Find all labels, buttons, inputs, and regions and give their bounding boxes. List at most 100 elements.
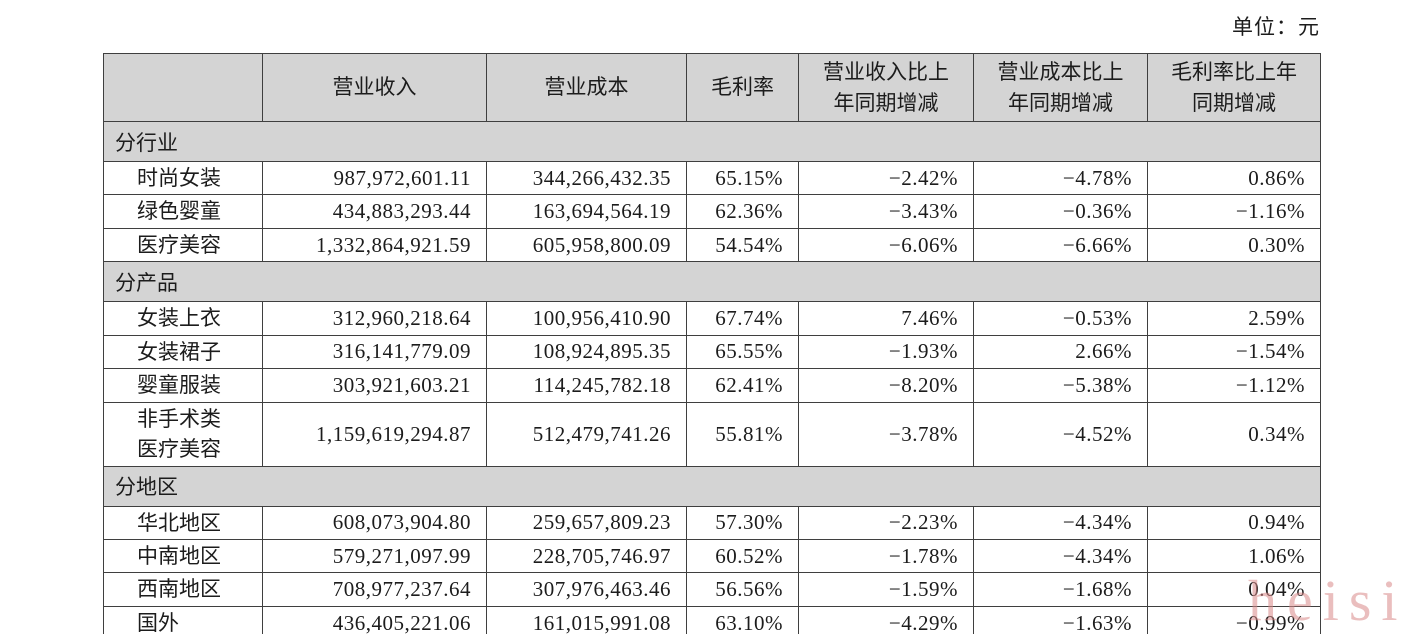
row-label: 西南地区 — [103, 572, 263, 607]
row-label: 医疗美容 — [103, 227, 263, 263]
cell-value: −0.53% — [973, 301, 1148, 336]
financial-segment-table: 营业收入 营业成本 毛利率 营业收入比上 年同期增减 营业成本比上 年同期增减 … — [103, 53, 1321, 634]
section-label: 分行业 — [103, 121, 1321, 162]
table-row: 绿色婴童 434,883,293.44 163,694,564.19 62.36% −3… — [103, 194, 1321, 229]
row-label: 绿色婴童 — [103, 194, 263, 229]
table-row: 中南地区 579,271,097.99 228,705,746.97 60.52% −1… — [103, 538, 1321, 574]
cell-value: 0.04% — [1147, 572, 1321, 607]
cell-value: 1,332,864,921.59 — [262, 227, 487, 263]
section-row: 分地区 — [103, 465, 1321, 507]
cell-value: 608,073,904.80 — [262, 505, 487, 540]
row-label: 中南地区 — [103, 538, 263, 574]
cell-value: −4.52% — [973, 401, 1148, 467]
cell-value: 55.81% — [686, 401, 799, 467]
cell-value: 0.94% — [1147, 505, 1321, 540]
header-gross-margin: 毛利率 — [686, 53, 799, 122]
cell-value: 67.74% — [686, 301, 799, 336]
cell-value: 0.86% — [1147, 160, 1321, 196]
row-label: 女装上衣 — [103, 301, 263, 336]
cell-value: −2.42% — [798, 160, 974, 196]
cell-value: −6.06% — [798, 227, 974, 263]
table-row: 西南地区 708,977,237.64 307,976,463.46 56.56% −1… — [103, 572, 1321, 607]
cell-value: 259,657,809.23 — [486, 505, 687, 540]
cell-value: 163,694,564.19 — [486, 194, 687, 229]
cell-value: 0.30% — [1147, 227, 1321, 263]
cell-value: 312,960,218.64 — [262, 301, 487, 336]
cell-value: 512,479,741.26 — [486, 401, 687, 467]
cell-value: 0.34% — [1147, 401, 1321, 467]
cell-value: 100,956,410.90 — [486, 301, 687, 336]
cell-value: −1.93% — [798, 334, 974, 370]
table-row: 婴童服装 303,921,603.21 114,245,782.18 62.41% −8… — [103, 368, 1321, 403]
cell-value: 60.52% — [686, 538, 799, 574]
cell-value: 65.55% — [686, 334, 799, 370]
unit-label: 单位：元 — [1232, 15, 1320, 39]
row-label: 国外 — [103, 605, 263, 634]
section-label: 分产品 — [103, 261, 1321, 303]
cell-value: 605,958,800.09 — [486, 227, 687, 263]
cell-value: −0.99% — [1147, 605, 1321, 634]
cell-value: 1.06% — [1147, 538, 1321, 574]
cell-value: −3.43% — [798, 194, 974, 229]
cell-value: 344,266,432.35 — [486, 160, 687, 196]
cell-value: −1.68% — [973, 572, 1148, 607]
section-label: 分地区 — [103, 465, 1321, 507]
section-row: 分产品 — [103, 261, 1321, 303]
cell-value: 316,141,779.09 — [262, 334, 487, 370]
row-label: 非手术类 医疗美容 — [103, 401, 263, 467]
cell-value: −4.29% — [798, 605, 974, 634]
table-row: 华北地区 608,073,904.80 259,657,809.23 57.30% −2… — [103, 505, 1321, 540]
table-row: 国外 436,405,221.06 161,015,991.08 63.10% −4.2… — [103, 605, 1321, 634]
cell-value: −1.63% — [973, 605, 1148, 634]
cell-value: −4.34% — [973, 538, 1148, 574]
header-cost-yoy-change: 营业成本比上 年同期增减 — [973, 53, 1148, 122]
cell-value: 436,405,221.06 — [262, 605, 487, 634]
header-revenue-yoy-change: 营业收入比上 年同期增减 — [798, 53, 974, 122]
cell-value: 65.15% — [686, 160, 799, 196]
cell-value: 7.46% — [798, 301, 974, 336]
cell-value: 434,883,293.44 — [262, 194, 487, 229]
cell-value: 114,245,782.18 — [486, 368, 687, 403]
cell-value: 63.10% — [686, 605, 799, 634]
cell-value: −2.23% — [798, 505, 974, 540]
cell-value: 303,921,603.21 — [262, 368, 487, 403]
cell-value: −1.78% — [798, 538, 974, 574]
cell-value: −6.66% — [973, 227, 1148, 263]
row-label: 女装裙子 — [103, 334, 263, 370]
cell-value: 708,977,237.64 — [262, 572, 487, 607]
row-label: 时尚女装 — [103, 160, 263, 196]
section-row: 分行业 — [103, 121, 1321, 162]
table-row: 医疗美容 1,332,864,921.59 605,958,800.09 54.54%… — [103, 227, 1321, 263]
cell-value: 2.59% — [1147, 301, 1321, 336]
cell-value: 62.36% — [686, 194, 799, 229]
row-label: 华北地区 — [103, 505, 263, 540]
header-blank-cell — [103, 53, 263, 122]
table-row: 女装上衣 312,960,218.64 100,956,410.90 67.74% 7.… — [103, 301, 1321, 336]
cell-value: 56.56% — [686, 572, 799, 607]
cell-value: 161,015,991.08 — [486, 605, 687, 634]
cell-value: 1,159,619,294.87 — [262, 401, 487, 467]
cell-value: −4.34% — [973, 505, 1148, 540]
cell-value: 987,972,601.11 — [262, 160, 487, 196]
cell-value: 579,271,097.99 — [262, 538, 487, 574]
cell-value: 2.66% — [973, 334, 1148, 370]
cell-value: 57.30% — [686, 505, 799, 540]
cell-value: 62.41% — [686, 368, 799, 403]
cell-value: 307,976,463.46 — [486, 572, 687, 607]
row-label: 婴童服装 — [103, 368, 263, 403]
cell-value: 54.54% — [686, 227, 799, 263]
header-margin-yoy-change: 毛利率比上年 同期增减 — [1147, 53, 1321, 122]
cell-value: 108,924,895.35 — [486, 334, 687, 370]
cell-value: −8.20% — [798, 368, 974, 403]
header-revenue: 营业收入 — [262, 53, 487, 122]
table-header-row: 营业收入 营业成本 毛利率 营业收入比上 年同期增减 营业成本比上 年同期增减 … — [103, 53, 1321, 122]
cell-value: −0.36% — [973, 194, 1148, 229]
cell-value: −3.78% — [798, 401, 974, 467]
table-row: 女装裙子 316,141,779.09 108,924,895.35 65.55% −1… — [103, 334, 1321, 370]
cell-value: −1.54% — [1147, 334, 1321, 370]
cell-value: −1.16% — [1147, 194, 1321, 229]
cell-value: 228,705,746.97 — [486, 538, 687, 574]
cell-value: −4.78% — [973, 160, 1148, 196]
header-cost: 营业成本 — [486, 53, 687, 122]
